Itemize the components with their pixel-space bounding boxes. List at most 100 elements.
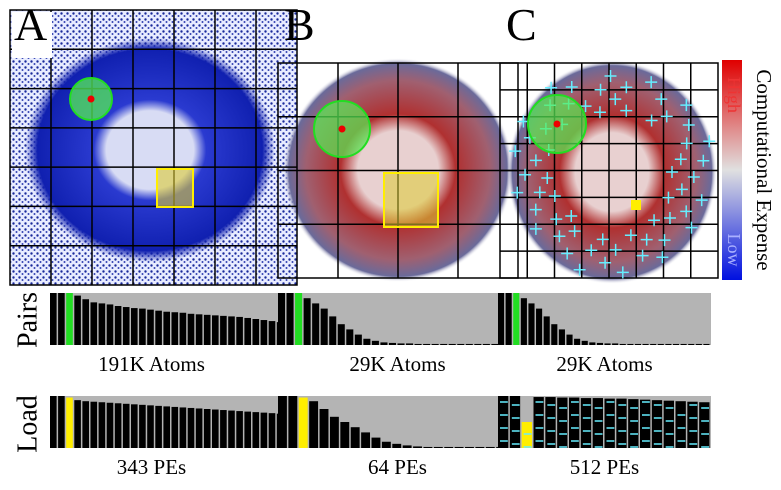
bar [329,316,336,345]
bar [510,396,520,448]
bar [212,315,219,345]
bar [131,308,138,345]
caption: 343 PEs [117,455,186,479]
bar [304,298,311,345]
bar [483,344,490,345]
bar [616,399,626,448]
bar [131,404,138,448]
bar [196,314,203,345]
bar [673,344,679,345]
bar [188,314,195,345]
bar [115,403,122,448]
bar [147,405,154,448]
bar [196,408,203,448]
bar [612,343,618,345]
bar [320,409,329,448]
bar [432,344,439,345]
bar [398,343,405,345]
panel-letter: B [284,0,315,50]
bar [423,344,430,345]
bar [91,302,98,345]
bar [74,296,81,345]
bar [696,344,702,345]
bar [253,412,260,448]
bar [107,403,114,448]
bar [635,344,641,345]
bar [423,447,432,448]
bar [346,329,353,345]
bar [340,422,349,448]
bar [389,343,396,345]
bar [372,438,381,448]
bar [593,398,603,448]
bar [650,344,656,345]
bar [491,344,498,345]
bar [457,344,464,345]
bar [521,298,527,345]
colorbar-high: High [724,77,744,113]
bar [363,339,370,345]
bar [123,404,130,448]
bar [559,329,565,345]
panel-letter: C [506,0,537,50]
bar [380,342,387,345]
bar [236,317,243,345]
bar [244,318,251,345]
bar [665,344,671,345]
caption: 64 PEs [368,455,427,479]
row-label: Load [12,395,43,453]
bar [139,309,146,345]
bar [244,412,251,448]
caption: 191K Atoms [98,352,205,376]
bar [589,342,595,345]
bar [212,410,219,448]
bar [91,402,98,448]
bar [287,293,294,345]
bar [658,344,664,345]
bar [361,432,370,448]
bar [204,409,211,448]
bar [403,445,412,448]
bar [392,444,401,448]
bar [475,447,484,448]
caption: 29K Atoms [556,352,652,376]
bar [449,344,456,345]
bar [50,293,57,345]
colorbar-low: Low [724,234,744,267]
bar [455,447,464,448]
bar [506,293,512,345]
bar [536,309,542,345]
bar [82,299,89,345]
bar [163,312,170,345]
bar [627,344,633,345]
bar [269,413,276,448]
bar [228,411,235,448]
bar [513,293,519,345]
bar [58,293,65,345]
bar [309,401,318,448]
bar [474,344,481,345]
bar [172,407,179,448]
bar [699,402,709,448]
bar [681,344,687,345]
bar [413,446,422,448]
bar [163,406,170,448]
bar [288,396,297,448]
bar [687,402,697,448]
bar [155,406,162,448]
bar [82,401,89,448]
bar [66,293,73,345]
row-label: Pairs [12,292,43,348]
bar [643,344,649,345]
bar [382,442,391,448]
bar [172,312,179,345]
bar [321,309,328,345]
bar [465,447,474,448]
bar [566,335,572,345]
bar [440,344,447,345]
bar [330,417,339,448]
bar [107,304,114,345]
bar [551,324,557,345]
bar [406,343,413,345]
bar [498,396,508,448]
